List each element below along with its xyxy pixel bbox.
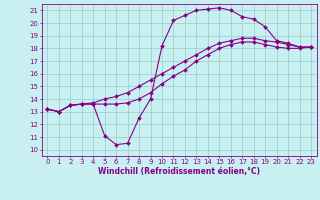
X-axis label: Windchill (Refroidissement éolien,°C): Windchill (Refroidissement éolien,°C) — [98, 167, 260, 176]
